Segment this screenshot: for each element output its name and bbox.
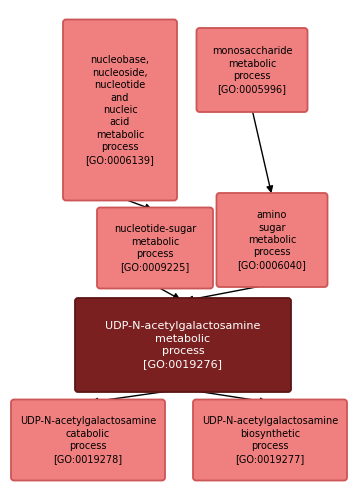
FancyBboxPatch shape	[63, 20, 177, 200]
Text: UDP-N-acetylgalactosamine
catabolic
process
[GO:0019278]: UDP-N-acetylgalactosamine catabolic proc…	[20, 416, 156, 464]
Text: amino
sugar
metabolic
process
[GO:0006040]: amino sugar metabolic process [GO:000604…	[238, 210, 306, 270]
Text: UDP-N-acetylgalactosamine
metabolic
process
[GO:0019276]: UDP-N-acetylgalactosamine metabolic proc…	[105, 321, 261, 368]
Text: monosaccharide
metabolic
process
[GO:0005996]: monosaccharide metabolic process [GO:000…	[212, 47, 292, 94]
Text: nucleotide-sugar
metabolic
process
[GO:0009225]: nucleotide-sugar metabolic process [GO:0…	[114, 224, 196, 271]
FancyBboxPatch shape	[75, 298, 291, 392]
FancyBboxPatch shape	[196, 28, 308, 112]
FancyBboxPatch shape	[97, 207, 213, 289]
FancyBboxPatch shape	[11, 399, 165, 481]
FancyBboxPatch shape	[193, 399, 347, 481]
Text: UDP-N-acetylgalactosamine
biosynthetic
process
[GO:0019277]: UDP-N-acetylgalactosamine biosynthetic p…	[202, 416, 338, 464]
Text: nucleobase,
nucleoside,
nucleotide
and
nucleic
acid
metabolic
process
[GO:000613: nucleobase, nucleoside, nucleotide and n…	[86, 55, 155, 165]
FancyBboxPatch shape	[217, 193, 327, 287]
